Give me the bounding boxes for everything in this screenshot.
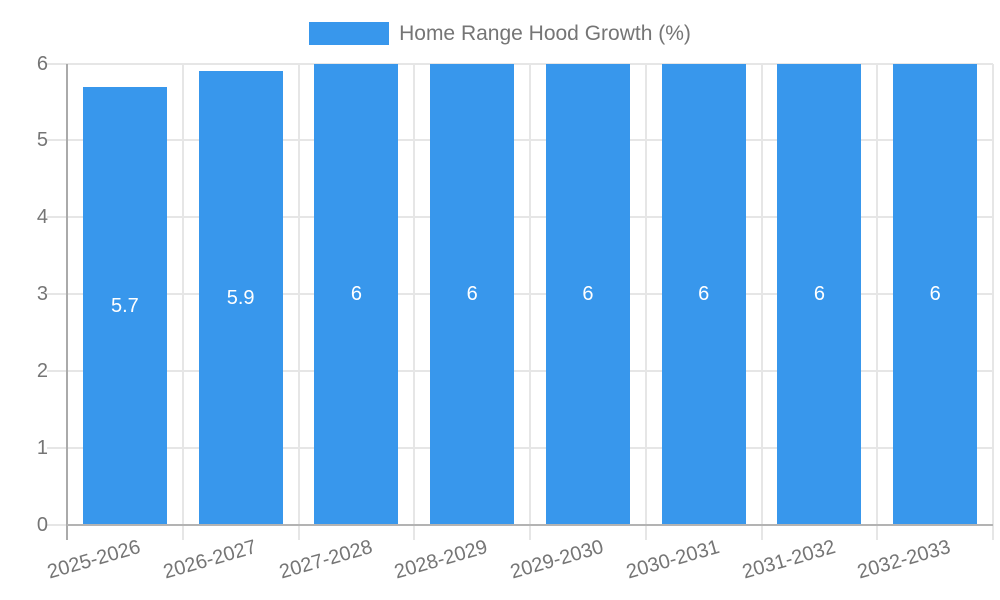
x-axis-tick-label: 2026-2027: [160, 535, 259, 584]
y-axis-line: [66, 63, 68, 540]
x-gridline: [992, 63, 994, 540]
y-axis-tick-label: 5: [36, 129, 48, 152]
y-gridline: [47, 293, 993, 296]
y-axis-tick-label: 1: [36, 437, 48, 460]
legend-swatch: [309, 21, 390, 45]
y-axis-tick-label: 6: [36, 52, 48, 75]
x-gridline: [876, 63, 879, 540]
x-axis-tick-label: 2027-2028: [276, 535, 375, 584]
x-gridline: [297, 63, 300, 540]
y-gridline: [47, 216, 993, 219]
bar[interactable]: [430, 63, 515, 525]
bar[interactable]: [661, 63, 746, 525]
y-axis-tick-label: 0: [36, 514, 48, 536]
x-axis-tick-label: 2028-2029: [392, 535, 491, 584]
bar[interactable]: [893, 63, 978, 525]
bar[interactable]: [545, 63, 630, 525]
y-gridline: [47, 62, 993, 65]
y-axis-tick-label: 3: [36, 283, 48, 306]
x-axis-tick-label: 2031-2032: [739, 535, 838, 584]
x-gridline: [181, 63, 184, 540]
bar[interactable]: [314, 63, 399, 525]
x-gridline: [760, 63, 763, 540]
x-gridline: [529, 63, 531, 540]
y-axis-tick-label: 4: [36, 206, 48, 229]
legend-item[interactable]: Home Range Hood Growth (%): [0, 10, 1000, 56]
bar[interactable]: [82, 86, 167, 525]
bar[interactable]: [777, 63, 862, 525]
y-axis-tick-label: 2: [36, 360, 48, 383]
y-gridline: [47, 370, 993, 373]
x-axis-tick-label: 2032-2033: [855, 535, 954, 584]
x-axis-tick-label: 2029-2030: [508, 535, 607, 584]
y-gridline: [47, 139, 993, 142]
x-axis-line: [67, 524, 993, 526]
y-gridline: [47, 447, 993, 450]
x-axis-tick-label: 2030-2031: [623, 535, 722, 584]
x-gridline: [413, 63, 416, 540]
x-gridline: [644, 63, 647, 540]
legend-label: Home Range Hood Growth (%): [399, 21, 691, 45]
bar[interactable]: [198, 71, 283, 525]
x-axis-tick-label: 2025-2026: [45, 535, 144, 584]
